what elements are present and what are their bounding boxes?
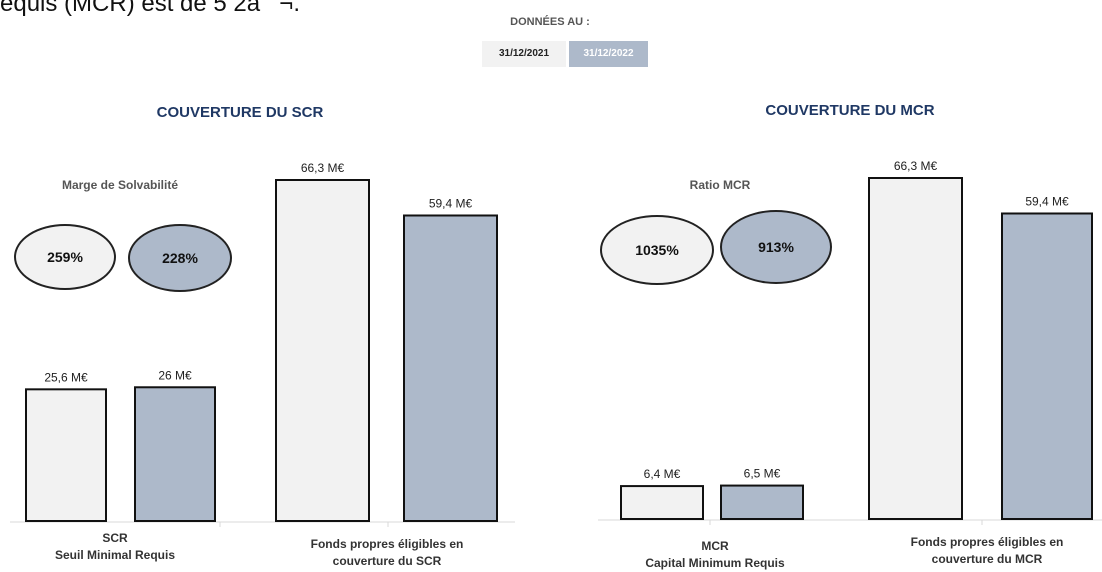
intro-text: equis (MCR) est de 5 2â¬.: [0, 0, 300, 17]
scr-value-label: 66,3 M€: [301, 161, 345, 175]
scr-value-label: 26 M€: [158, 368, 192, 382]
legend-item-2022: 31/12/2022: [569, 41, 648, 67]
mcr-section-title: COUVERTURE DU MCR: [765, 102, 935, 119]
mcr-ratio-2021: 1035%: [600, 215, 714, 285]
legend-title: DONNÉES AU :: [510, 16, 590, 28]
mcr-ratio-2022: 913%: [720, 210, 832, 284]
mcr-ratio-label: Ratio MCR: [689, 178, 751, 192]
mcr-value-label: 6,5 M€: [744, 467, 781, 481]
scr-ratio-2022: 228%: [128, 224, 232, 292]
scr-funds-category-label: Fonds propres éligibles en couverture du …: [310, 537, 464, 568]
scr-section-title: COUVERTURE DU SCR: [156, 104, 324, 121]
scr-ratio-2021: 259%: [14, 224, 116, 290]
scr-category-label: SCR Seuil Minimal Requis: [54, 531, 176, 562]
mcr-bar-funds-2021: [868, 177, 963, 520]
legend-item-2021: 31/12/2021: [482, 41, 566, 67]
scr-bar-requirement-2021: [25, 388, 107, 522]
mcr-category-label: MCR Capital Minimum Requis: [645, 539, 785, 570]
scr-ratio-label: Marge de Solvabilité: [61, 178, 179, 192]
scr-bar-funds-2021: [275, 179, 370, 522]
mcr-bar-funds-2022: [1001, 212, 1093, 521]
mcr-bar-requirement-2021: [620, 485, 704, 520]
mcr-value-label: 66,3 M€: [894, 159, 938, 173]
mcr-value-label: 59,4 M€: [1025, 194, 1069, 208]
scr-bar-funds-2022: [403, 214, 498, 523]
mcr-value-label: 6,4 M€: [644, 467, 681, 481]
scr-value-label: 59,4 M€: [429, 196, 473, 210]
mcr-bar-requirement-2022: [720, 484, 804, 521]
mcr-funds-category-label: Fonds propres éligibles en couverture du …: [910, 535, 1064, 566]
scr-value-label: 25,6 M€: [44, 370, 88, 384]
scr-bar-requirement-2022: [134, 386, 216, 522]
